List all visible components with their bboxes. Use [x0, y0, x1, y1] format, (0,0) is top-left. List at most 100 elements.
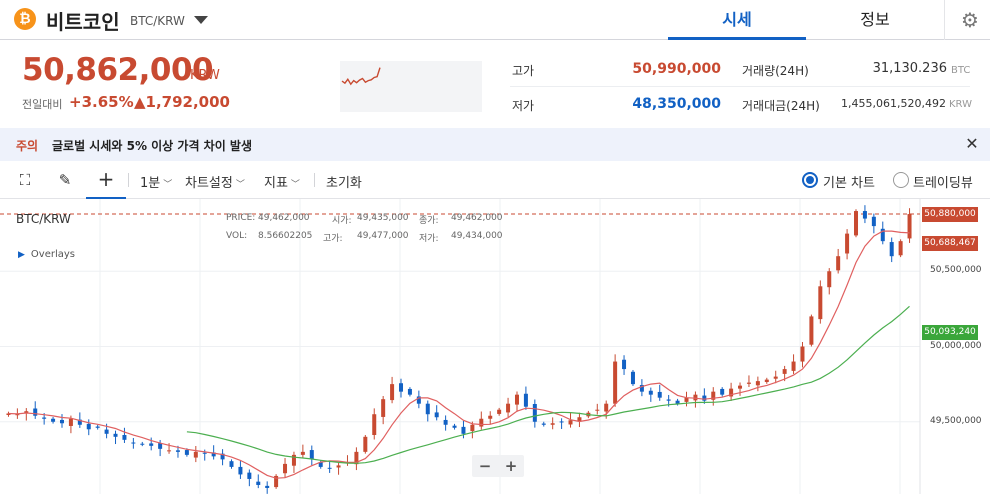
candle-body — [354, 451, 359, 465]
candle-body — [33, 408, 38, 416]
candle-body — [6, 413, 11, 415]
candle-body — [488, 415, 493, 419]
fullscreen-icon[interactable]: ⛶ — [19, 171, 31, 189]
candle-body — [265, 485, 270, 488]
candle-body — [59, 419, 64, 424]
divider — [314, 173, 315, 187]
candle-body — [550, 423, 555, 425]
readout-price: 49,462,000 — [258, 213, 310, 223]
candle-body — [336, 465, 341, 468]
readout-vol-label: VOL: — [226, 231, 248, 241]
candle-body — [666, 399, 671, 401]
coin-name[interactable]: 비트코인 — [46, 10, 120, 34]
candle-body — [684, 397, 689, 402]
zoom-in-button[interactable]: + — [504, 457, 518, 475]
tab-info[interactable]: 정보 — [860, 10, 890, 29]
candle-body — [693, 394, 698, 401]
candle-body — [318, 462, 323, 467]
candle-body — [711, 391, 716, 400]
chart-settings-menu[interactable]: 차트설정 ﹀ — [185, 176, 245, 191]
change-amount: ▲1,792,000 — [134, 93, 230, 111]
candle-body — [149, 443, 154, 446]
candle-body — [702, 395, 707, 401]
candle-body — [657, 391, 662, 398]
candle-body — [184, 450, 189, 455]
candle-body — [604, 403, 609, 412]
indicators-menu[interactable]: 지표 ﹀ — [264, 176, 300, 191]
candle-body — [568, 420, 573, 425]
radio-tradingview[interactable] — [893, 172, 909, 188]
chart-canvas[interactable] — [0, 199, 990, 494]
candle-body — [800, 346, 805, 362]
chart-title: BTC/KRW — [16, 212, 71, 226]
pencil-icon[interactable]: ✎ — [58, 171, 72, 189]
readout-close: 49,462,000 — [451, 213, 503, 223]
candle-body — [782, 369, 787, 374]
candle-body — [363, 436, 368, 452]
candle-body — [283, 463, 288, 474]
reset-button[interactable]: 초기화 — [326, 176, 362, 191]
ma-short-line — [8, 230, 910, 479]
candle-body — [309, 450, 314, 460]
radio-tradingview-label[interactable]: 트레이딩뷰 — [913, 176, 973, 191]
chevron-down-icon[interactable] — [194, 16, 208, 24]
value-label: 거래대금(24H) — [742, 99, 820, 113]
triangle-right-icon: ▶ — [18, 250, 25, 260]
overlays-toggle[interactable]: ▶ Overlays — [18, 249, 76, 260]
candle-body — [256, 481, 261, 485]
readout-low: 49,434,000 — [451, 231, 503, 241]
candle-body — [836, 256, 841, 271]
radio-basic-chart-label[interactable]: 기본 차트 — [823, 176, 875, 191]
readout-low-label: 저가: — [419, 234, 439, 244]
candle-body — [622, 359, 627, 370]
candle-body — [229, 461, 234, 467]
candle-body — [407, 388, 412, 395]
tab-quote[interactable]: 시세 — [668, 0, 806, 40]
candle-body — [827, 271, 832, 288]
candle-body — [854, 211, 859, 236]
candle-body — [95, 426, 100, 428]
candle-body — [675, 400, 680, 404]
radio-basic-chart[interactable] — [802, 172, 818, 188]
readout-close-label: 종가: — [419, 216, 439, 226]
zoom-out-button[interactable]: − — [478, 457, 492, 475]
candle-body — [889, 242, 894, 257]
candle-body — [871, 216, 876, 227]
chart-toolbar: ⛶ ✎ + 1분 ﹀ 차트설정 ﹀ 지표 ﹀ 초기화 기본 차트 트레이딩뷰 — [0, 161, 990, 199]
price-chart[interactable]: BTC/KRW PRICE: 49,462,000 시가: 49,435,000… — [0, 199, 990, 494]
divider — [944, 0, 945, 40]
candle-body — [452, 425, 457, 428]
price-unit: KRW — [190, 68, 220, 83]
high-value: 50,990,000 — [632, 61, 721, 77]
candle-body — [639, 385, 644, 392]
trade-value: 1,455,061,520,492 — [841, 97, 946, 110]
candle-body — [68, 418, 73, 426]
candle-body — [247, 472, 252, 479]
candle-body — [122, 435, 127, 440]
candle-body — [738, 385, 743, 389]
chevron-down-icon: ﹀ — [290, 180, 300, 190]
gear-icon[interactable]: ⚙ — [961, 8, 979, 32]
candle-body — [630, 371, 635, 385]
low-label: 저가 — [512, 99, 535, 113]
candle-body — [202, 452, 207, 454]
candle-body — [51, 418, 56, 422]
interval-select[interactable]: 1분 ﹀ — [140, 176, 173, 191]
crosshair-button[interactable]: + — [86, 161, 126, 199]
crosshair-icon: + — [97, 167, 115, 191]
y-tick-label: 49,500,000 — [930, 415, 982, 426]
divider — [510, 86, 970, 87]
close-icon[interactable]: ✕ — [965, 134, 979, 153]
candle-body — [416, 396, 421, 404]
candle-body — [327, 467, 332, 469]
chevron-down-icon: ﹀ — [163, 180, 173, 190]
coin-pair[interactable]: BTC/KRW — [130, 14, 185, 28]
candle-body — [274, 475, 279, 488]
candle-body — [381, 399, 386, 417]
readout-vol: 8.56602205 — [258, 231, 313, 241]
candle-body — [238, 466, 243, 475]
candle-body — [559, 421, 564, 423]
candle-body — [506, 403, 511, 413]
candle-body — [175, 450, 180, 452]
candle-body — [15, 414, 20, 416]
